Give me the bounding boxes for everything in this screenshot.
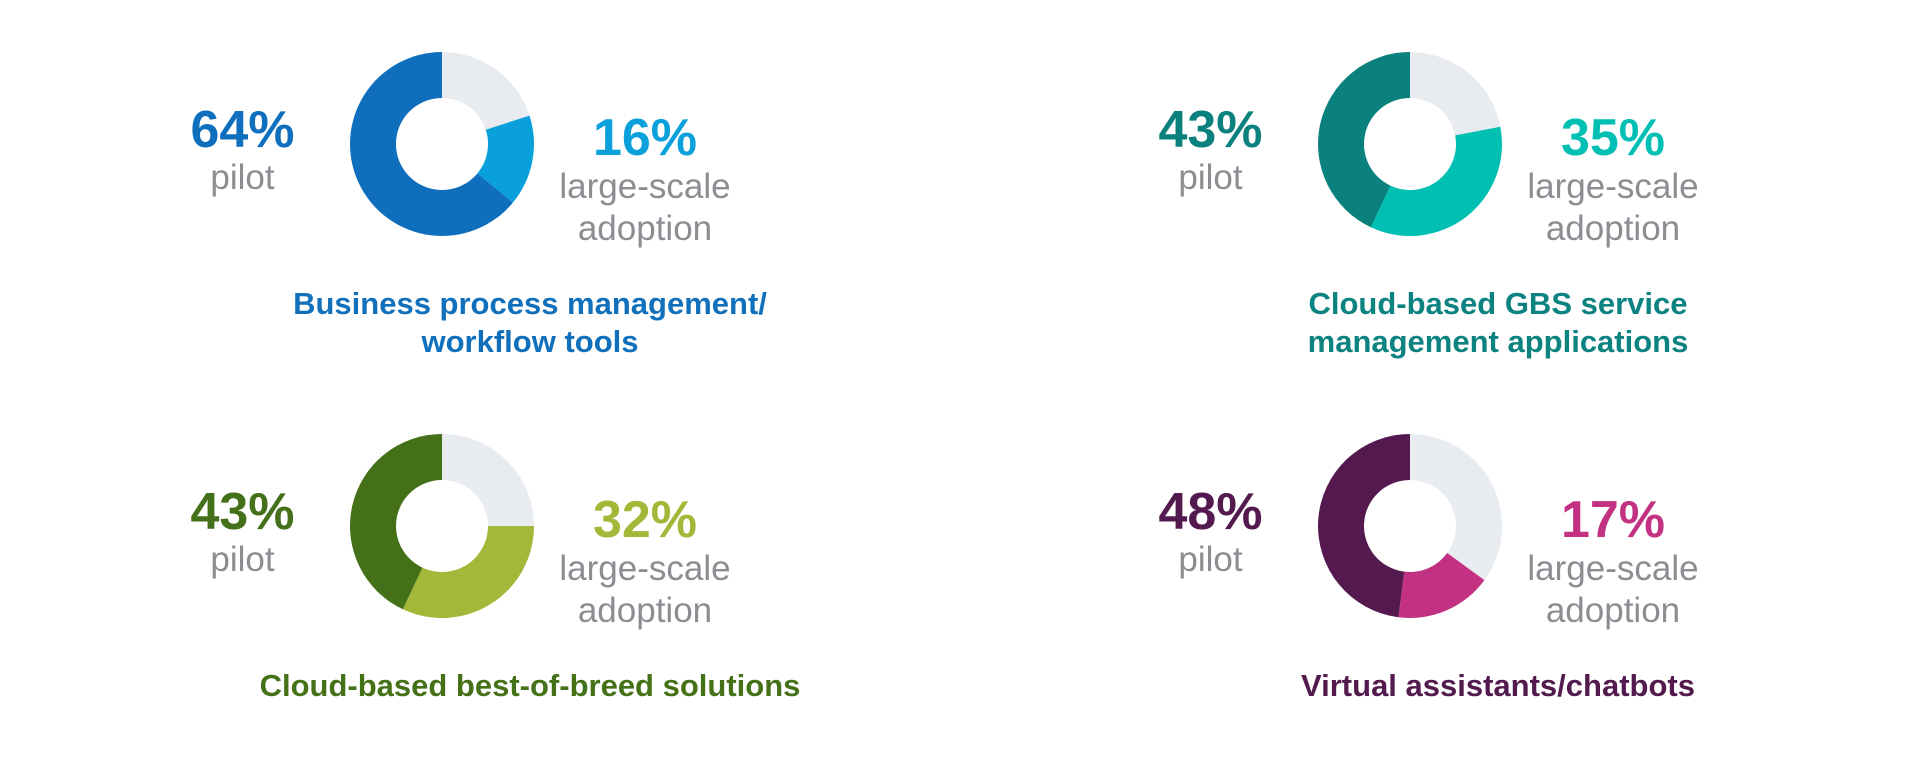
- chart-title-line: workflow tools: [421, 324, 639, 359]
- large-scale-stat: 35% large-scale adoption: [1518, 110, 1708, 250]
- chart-title-line: management applications: [1307, 324, 1689, 359]
- large-scale-label-line1: large-scale: [1527, 167, 1699, 206]
- pilot-stat: 48% pilot: [1148, 484, 1273, 580]
- large-scale-percent: 35%: [1560, 109, 1666, 167]
- large-scale-label-line2: adoption: [1545, 591, 1681, 630]
- chart-title: Cloud-based GBS service management appli…: [1148, 285, 1848, 361]
- donut-slice-pilot: [350, 434, 442, 610]
- donut-slice-remainder: [442, 52, 530, 130]
- chart-title: Business process management/ workflow to…: [180, 285, 880, 361]
- pilot-label: pilot: [210, 158, 275, 197]
- pilot-percent: 64%: [190, 101, 295, 159]
- chart-panel-best-of-breed: 43% pilot 32% large-scale adoption Cloud…: [180, 422, 880, 762]
- pilot-label: pilot: [1178, 158, 1243, 197]
- donut-slice-large-scale: [402, 526, 534, 618]
- donut-slice-large-scale: [1370, 126, 1502, 236]
- chart-panel-bpm: 64% pilot 16% large-scale adoption Busin…: [180, 40, 880, 380]
- chart-title: Cloud-based best-of-breed solutions: [180, 667, 880, 705]
- pilot-stat: 43% pilot: [1148, 102, 1273, 198]
- large-scale-percent: 16%: [592, 109, 698, 167]
- pilot-label: pilot: [1178, 540, 1243, 579]
- donut-chart: [350, 434, 534, 618]
- large-scale-label-line2: adoption: [577, 209, 713, 248]
- large-scale-label-line2: adoption: [577, 591, 713, 630]
- chart-title: Virtual assistants/chatbots: [1148, 667, 1848, 705]
- pilot-percent: 43%: [1158, 101, 1263, 159]
- large-scale-percent: 17%: [1560, 491, 1666, 549]
- pilot-stat: 64% pilot: [180, 102, 305, 198]
- donut-slice-remainder: [1410, 52, 1501, 136]
- pilot-percent: 43%: [190, 483, 295, 541]
- large-scale-label-line1: large-scale: [1527, 549, 1699, 588]
- large-scale-percent: 32%: [592, 491, 698, 549]
- donut-slice-pilot: [350, 52, 513, 236]
- large-scale-stat: 16% large-scale adoption: [550, 110, 740, 250]
- pilot-stat: 43% pilot: [180, 484, 305, 580]
- pilot-percent: 48%: [1158, 483, 1263, 541]
- donut-slice-large-scale: [1398, 553, 1485, 618]
- chart-panel-cloud-gbs: 43% pilot 35% large-scale adoption Cloud…: [1148, 40, 1848, 380]
- donut-slice-remainder: [1410, 434, 1502, 581]
- chart-title-line: Business process management/: [293, 286, 767, 321]
- donut-chart: [1318, 52, 1502, 236]
- donut-slice-pilot: [1318, 434, 1410, 618]
- chart-panel-virtual-assistants: 48% pilot 17% large-scale adoption Virtu…: [1148, 422, 1848, 762]
- donut-chart: [350, 52, 534, 236]
- chart-title-line: Cloud-based GBS service: [1308, 286, 1688, 321]
- pilot-label: pilot: [210, 540, 275, 579]
- chart-title-line: Virtual assistants/chatbots: [1301, 668, 1695, 703]
- donut-slice-pilot: [1318, 52, 1410, 228]
- large-scale-stat: 17% large-scale adoption: [1518, 492, 1708, 632]
- large-scale-stat: 32% large-scale adoption: [550, 492, 740, 632]
- chart-title-line: Cloud-based best-of-breed solutions: [259, 668, 801, 703]
- large-scale-label-line1: large-scale: [559, 167, 731, 206]
- large-scale-label-line2: adoption: [1545, 209, 1681, 248]
- donut-slice-large-scale: [477, 115, 534, 203]
- large-scale-label-line1: large-scale: [559, 549, 731, 588]
- donut-chart: [1318, 434, 1502, 618]
- donut-slice-remainder: [442, 434, 534, 526]
